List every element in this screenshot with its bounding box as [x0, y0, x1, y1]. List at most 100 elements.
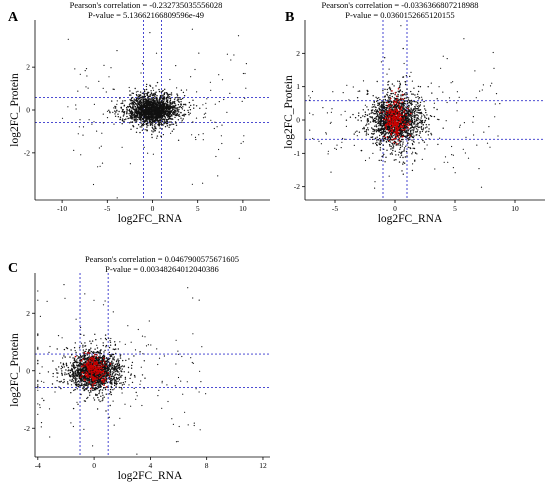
data-point	[408, 122, 410, 124]
data-point	[158, 131, 160, 133]
data-point	[379, 137, 381, 140]
data-point	[386, 101, 388, 104]
data-point	[365, 124, 367, 127]
data-point	[162, 94, 164, 97]
data-point	[130, 97, 133, 100]
data-point	[149, 102, 151, 104]
data-point	[169, 114, 171, 116]
data-point	[160, 122, 162, 124]
data-point	[101, 132, 103, 134]
data-point	[216, 126, 218, 128]
data-point	[168, 110, 171, 113]
data-point	[330, 171, 332, 173]
data-point	[149, 122, 151, 124]
data-point	[130, 109, 133, 112]
data-point	[408, 118, 411, 120]
data-point	[105, 346, 107, 348]
data-point	[135, 117, 137, 119]
data-point	[402, 173, 404, 175]
data-point	[407, 134, 410, 137]
data-point	[98, 391, 101, 393]
data-point	[393, 85, 395, 87]
data-point	[416, 101, 419, 104]
data-point	[146, 108, 148, 110]
data-point	[362, 109, 364, 111]
data-point	[412, 151, 414, 153]
data-point	[135, 114, 137, 117]
data-point	[121, 123, 123, 125]
data-point	[391, 152, 393, 154]
data-point	[177, 104, 180, 106]
data-point	[150, 116, 152, 119]
data-point	[384, 126, 386, 129]
data-point	[381, 108, 383, 110]
data-point	[393, 134, 396, 136]
data-point	[130, 106, 132, 109]
data-point	[406, 107, 408, 109]
data-point	[415, 109, 417, 112]
x-tick-label: 0	[151, 204, 155, 213]
data-point	[156, 81, 159, 84]
data-point	[414, 108, 417, 110]
data-point	[401, 170, 403, 172]
x-axis-label: log2FC_RNA	[118, 470, 183, 482]
data-point	[499, 103, 501, 105]
data-point	[144, 89, 146, 91]
data-point	[376, 97, 378, 100]
data-point	[177, 139, 180, 141]
data-point	[443, 161, 445, 163]
data-point	[145, 98, 147, 101]
data-point	[384, 131, 387, 133]
data-point	[141, 126, 143, 128]
data-point	[364, 159, 367, 162]
data-point	[220, 135, 222, 137]
data-point	[170, 94, 173, 96]
data-point	[413, 100, 416, 103]
data-point	[424, 148, 426, 150]
data-point	[411, 125, 413, 127]
data-point	[368, 123, 370, 125]
data-point	[183, 109, 186, 112]
data-point	[412, 136, 415, 139]
data-point	[148, 102, 150, 105]
data-point	[383, 139, 385, 142]
data-point	[417, 129, 419, 131]
data-points	[308, 25, 501, 189]
data-point	[149, 124, 152, 127]
data-point	[139, 106, 141, 109]
data-point	[118, 371, 120, 373]
data-point	[398, 142, 400, 145]
data-point	[139, 107, 142, 110]
data-point	[112, 357, 114, 359]
data-point	[75, 108, 77, 110]
data-point	[410, 107, 412, 110]
data-point	[151, 123, 153, 125]
data-point	[214, 121, 216, 123]
data-point	[171, 130, 173, 132]
data-point	[133, 108, 136, 111]
data-point	[176, 93, 178, 95]
data-point	[407, 116, 410, 118]
data-point	[378, 125, 380, 127]
data-point	[113, 384, 116, 387]
data-point	[112, 371, 114, 373]
data-point	[327, 153, 329, 155]
data-point	[308, 99, 310, 101]
data-point	[387, 121, 390, 124]
data-point	[395, 123, 398, 125]
data-point	[121, 384, 124, 386]
data-point	[370, 109, 373, 112]
panel-label: B	[285, 10, 294, 25]
data-point	[362, 128, 364, 130]
data-point	[425, 117, 428, 120]
data-point	[393, 138, 395, 140]
data-point	[402, 103, 404, 106]
data-point	[417, 117, 419, 120]
data-point	[136, 104, 139, 107]
data-point	[164, 88, 166, 91]
data-point	[64, 374, 66, 376]
data-point	[134, 116, 136, 118]
data-point	[56, 348, 58, 350]
data-point	[404, 120, 406, 123]
data-point	[394, 137, 397, 140]
